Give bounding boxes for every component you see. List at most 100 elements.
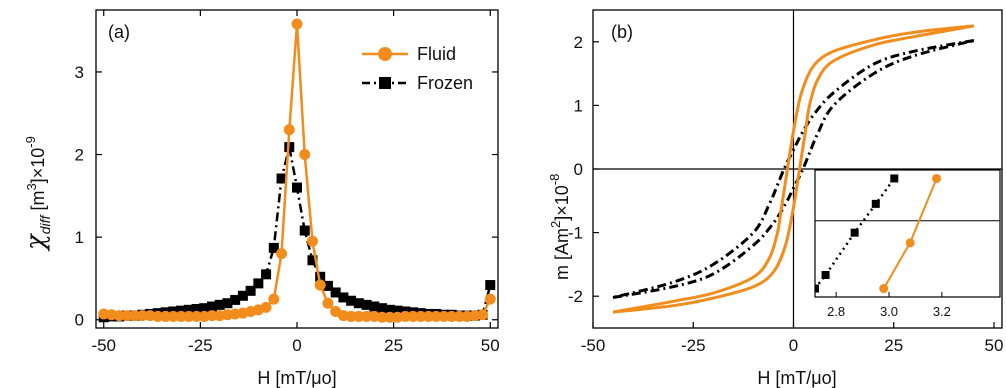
panel-b-label: (b)	[611, 22, 633, 42]
data-point-fluid	[446, 310, 458, 322]
loop-branch-fluid-0	[612, 24, 975, 314]
data-point-fluid	[376, 311, 388, 323]
b-y-label-mid: ]×10	[552, 185, 572, 221]
y-label-sup3: 3	[24, 183, 39, 190]
data-point-fluid	[430, 310, 442, 322]
y-tick-label: 0	[75, 311, 84, 330]
data-point-frozen	[299, 225, 310, 236]
y-label-rest: [m	[28, 191, 48, 216]
data-point-fluid	[129, 310, 141, 322]
panel-a-x-axis-label: H [mT/μo]	[257, 368, 336, 388]
inset-point-frozen	[871, 199, 880, 208]
data-point-fluid	[206, 310, 218, 322]
data-point-fluid	[260, 301, 272, 313]
data-point-frozen	[183, 304, 194, 315]
data-point-frozen	[322, 280, 333, 291]
inset-point-frozen	[890, 174, 899, 183]
inset-point-frozen	[815, 284, 819, 293]
legend-frozen-label: Frozen	[417, 73, 473, 93]
data-point-frozen	[261, 269, 272, 280]
panel-a-y-axis-label: χdiff [m3]×10-9	[21, 136, 53, 252]
inset-frame	[814, 169, 1001, 298]
b-y-label-sup: -8	[547, 174, 562, 186]
data-point-fluid	[345, 310, 357, 322]
y-tick-label: -1	[568, 224, 583, 243]
data-point-fluid	[384, 311, 396, 323]
data-point-fluid	[175, 310, 187, 322]
data-point-fluid	[268, 293, 280, 305]
data-point-fluid	[415, 310, 427, 322]
panel-a-ticks: -50 -25 0 25 50 0 1 2 3	[75, 10, 500, 355]
data-point-frozen	[330, 287, 341, 298]
inset-point-frozen	[850, 228, 859, 237]
panel-b-zero-lines	[593, 10, 1002, 328]
y-tick-label: 1	[75, 228, 84, 247]
data-point-fluid	[477, 309, 489, 321]
data-point-frozen	[245, 285, 256, 296]
panel-a-chart: -50 -25 0 25 50 0 1 2 3 (a) Fluid Frozen χdiff […	[21, 9, 500, 388]
panel-a-label: (a)	[108, 22, 130, 42]
data-point-frozen	[206, 301, 217, 312]
data-point-fluid	[322, 297, 334, 309]
inset-point-fluid	[879, 284, 889, 294]
data-point-frozen	[384, 304, 395, 315]
panel-b-x-axis-label: H [mT/μo]	[757, 368, 836, 388]
data-point-fluid	[438, 310, 450, 322]
data-point-fluid	[291, 18, 303, 30]
x-tick-label: 25	[384, 336, 403, 355]
panel-b-y-axis-label: m [Am2]×10-8	[547, 174, 572, 280]
series-line-fluid	[103, 23, 492, 319]
data-point-frozen	[392, 305, 403, 316]
data-point-fluid	[160, 310, 172, 322]
inset-point-fluid	[932, 173, 942, 183]
data-point-frozen	[292, 182, 302, 193]
data-point-fluid	[453, 310, 465, 322]
data-point-frozen	[353, 298, 364, 309]
data-point-fluid	[407, 310, 419, 322]
data-point-frozen	[199, 303, 210, 314]
b-y-label-text: m [Am	[552, 228, 572, 280]
data-point-frozen	[214, 299, 225, 310]
data-point-frozen	[230, 294, 241, 305]
x-tick-label: -25	[188, 336, 213, 355]
data-point-frozen	[237, 290, 248, 301]
x-tick-label: 50	[481, 336, 500, 355]
x-tick-label: -25	[681, 336, 706, 355]
y-label-mid: ]×10	[28, 148, 48, 184]
y-tick-label: 2	[75, 146, 84, 165]
data-point-frozen	[307, 255, 318, 266]
x-tick-label: 0	[789, 336, 798, 355]
legend-fluid-label: Fluid	[417, 44, 456, 64]
data-point-frozen	[369, 301, 380, 312]
y-label-chi: χ	[21, 232, 51, 252]
data-point-fluid	[399, 310, 411, 322]
data-point-fluid	[283, 124, 295, 136]
data-point-frozen	[222, 298, 233, 309]
data-point-fluid	[353, 310, 365, 322]
panel-b-series	[612, 24, 975, 314]
data-point-fluid	[276, 248, 288, 260]
data-point-frozen	[191, 304, 202, 315]
inset-x-tick-label: 2.8	[827, 304, 845, 319]
data-point-frozen	[338, 292, 349, 303]
legend-fluid-marker	[378, 47, 392, 61]
x-tick-label: -50	[91, 336, 116, 355]
data-point-fluid	[121, 310, 133, 322]
data-point-frozen	[176, 305, 187, 316]
x-tick-label: 25	[884, 336, 903, 355]
data-point-frozen	[346, 295, 357, 306]
y-tick-label: 3	[75, 63, 84, 82]
data-point-fluid	[183, 310, 195, 322]
data-point-frozen	[253, 278, 264, 289]
panel-b-inset: 2.8 3.0 3.2	[814, 169, 1001, 319]
data-point-fluid	[306, 235, 318, 247]
y-label-diff: diff	[37, 213, 53, 234]
data-point-fluid	[167, 310, 179, 322]
data-point-fluid	[299, 149, 311, 161]
y-tick-label: -2	[568, 287, 583, 306]
y-tick-label: 2	[574, 33, 583, 52]
y-tick-label: 0	[574, 160, 583, 179]
panel-b-ticks: -50 -25 0 25 50 2 1 0 -1 -2	[568, 33, 1004, 355]
y-tick-label: 1	[574, 96, 583, 115]
loop-branch-fluid-1	[612, 24, 975, 314]
